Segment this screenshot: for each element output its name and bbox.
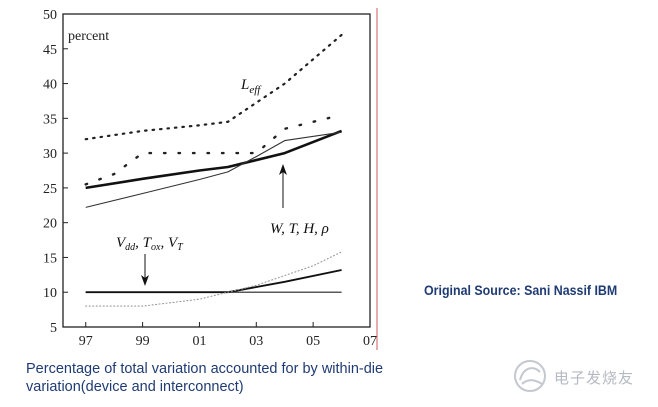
vdd-sub: dd [125, 242, 136, 253]
unit-label: percent [68, 29, 109, 44]
sep-2: , [160, 235, 168, 251]
watermark-text: 电子发烧友 [554, 369, 635, 387]
x-tick-label: 01 [192, 334, 206, 349]
series-line-thick [85, 129, 343, 190]
vt-sub: T [177, 242, 184, 253]
y-tick-label: 25 [43, 182, 57, 197]
x-axis: 97 99 01 03 05 07 [79, 322, 377, 349]
x-tick-label: 99 [136, 334, 150, 349]
y-tick-label: 30 [43, 147, 57, 162]
wthp-label: W, T, H, ρ [270, 221, 329, 237]
watermark-logo: 电子发烧友 [510, 358, 650, 394]
series-line-dotted [84, 33, 343, 141]
watermark-icon [514, 360, 546, 392]
y-tick-label: 15 [43, 251, 57, 266]
series-line-faint-dotted [85, 251, 343, 307]
vdd-main: V [116, 235, 127, 251]
series-line-thin [85, 131, 342, 208]
series-layer [84, 33, 343, 307]
y-tick-label: 35 [43, 112, 57, 127]
y-tick-label: 45 [43, 43, 57, 58]
x-tick-label: 97 [79, 334, 93, 349]
figure-caption: Percentage of total variation accounted … [26, 361, 384, 395]
vdd-arrow-head [141, 275, 149, 286]
y-axis: 5 10 15 20 25 30 35 40 45 50 [43, 8, 68, 336]
y-tick-label: 40 [43, 78, 57, 93]
x-tick-label: 03 [249, 334, 263, 349]
vt-main: V [168, 235, 179, 251]
y-tick-label: 10 [43, 286, 57, 301]
vdd-tox-vt-label: Vdd, Tox, VT [116, 235, 184, 253]
y-tick-label: 50 [43, 8, 57, 23]
x-tick-label: 07 [363, 334, 377, 349]
leff-sub: eff [249, 84, 262, 96]
source-credit: Original Source: Sani Nassif IBM [424, 283, 618, 298]
tox-main: T [143, 235, 153, 251]
plot-frame [62, 13, 371, 328]
tox-sub: ox [151, 242, 161, 253]
leff-main: L [240, 77, 249, 93]
leff-label: Leff [240, 77, 262, 96]
y-tick-label: 20 [43, 217, 57, 232]
sep-1: , [135, 235, 143, 251]
series-line-thick-rising [85, 269, 342, 294]
x-tick-label: 05 [306, 334, 320, 349]
y-tick-label: 5 [50, 321, 57, 336]
series-line-dotted-sparse [84, 113, 343, 186]
wthp-arrow-head [279, 164, 287, 175]
